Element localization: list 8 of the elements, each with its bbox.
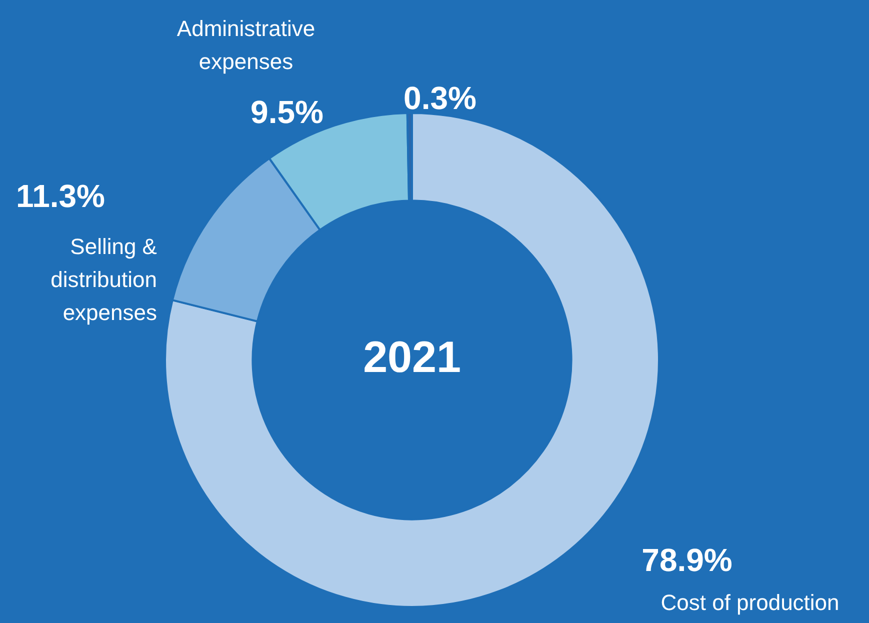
slice-label: Cost of production — [660, 590, 840, 616]
data-label: 11.3% — [16, 178, 105, 214]
data-label: 0.3% — [404, 80, 476, 116]
data-label: 9.5% — [250, 94, 324, 130]
text: 2021 — [363, 333, 461, 382]
slice-label: Selling & distribution expenses — [50, 234, 158, 326]
data-label: 78.9% — [642, 542, 732, 578]
slice-label: Administrative expenses — [176, 16, 316, 74]
